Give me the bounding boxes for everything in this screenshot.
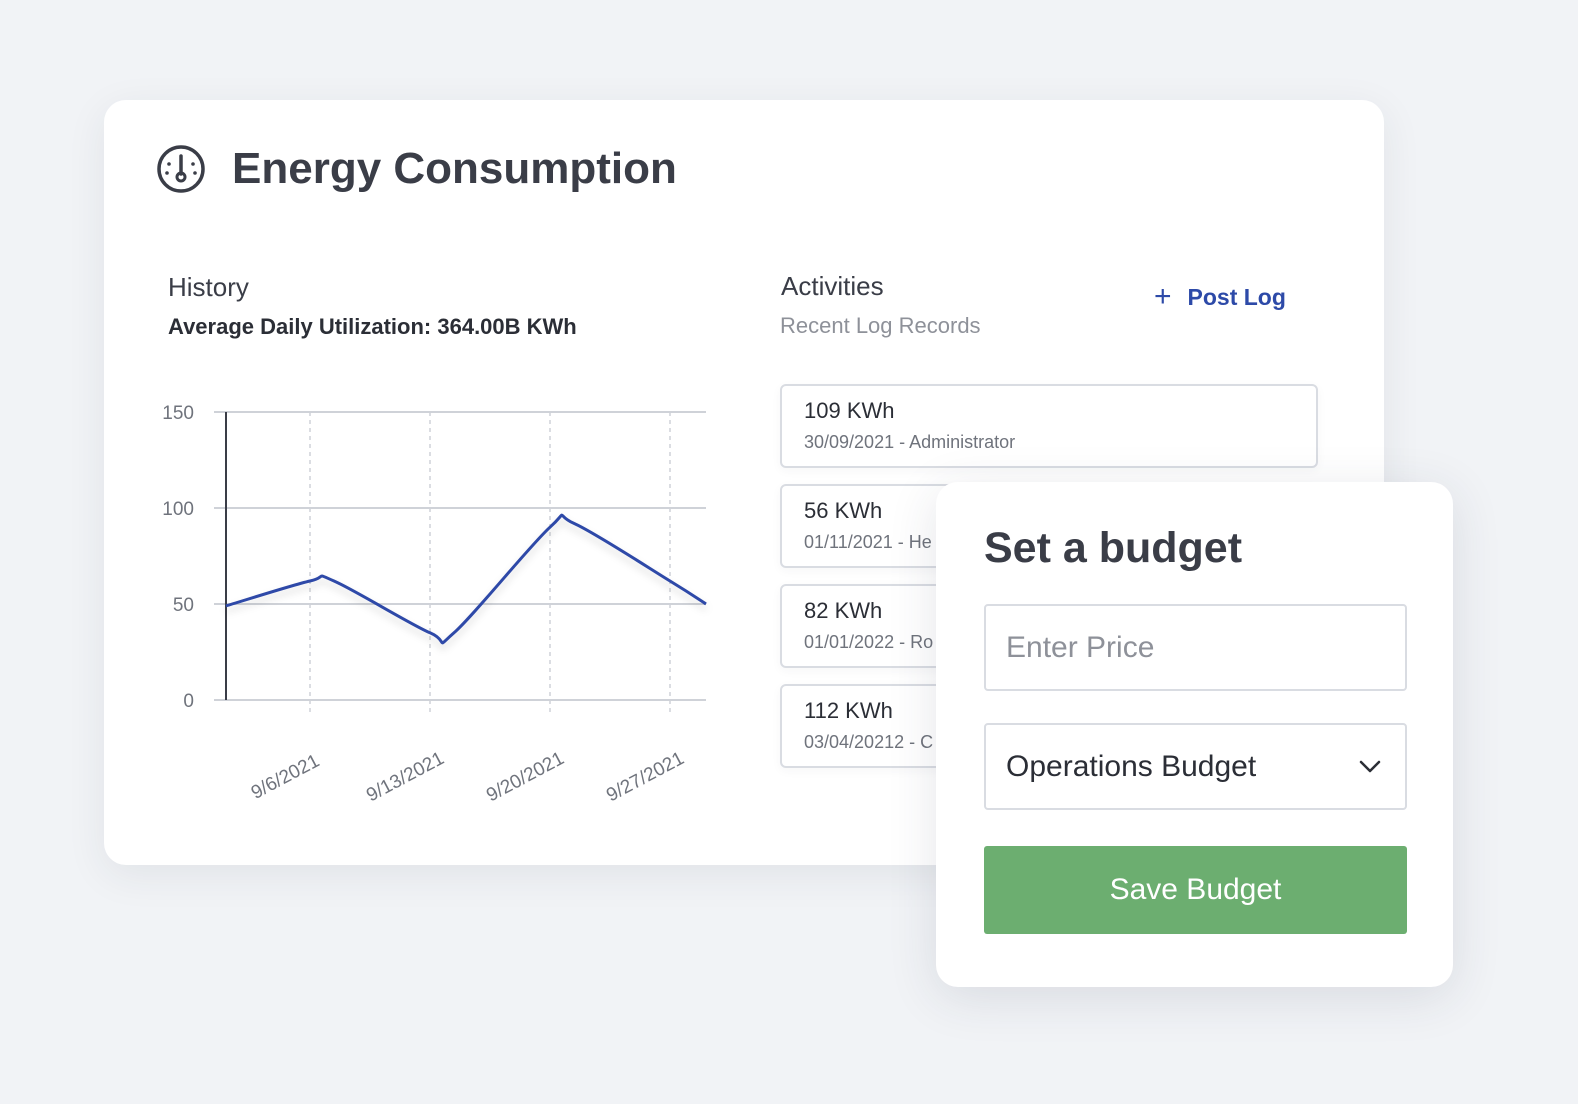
x-tick-label: 9/6/2021: [248, 751, 323, 804]
budget-title: Set a budget: [984, 524, 1243, 572]
history-title: History: [168, 272, 249, 302]
budget-type-select[interactable]: Operations Budget: [984, 723, 1407, 810]
log-meta: 01/11/2021 - He: [804, 532, 932, 552]
chevron-down-icon: [1359, 760, 1381, 772]
x-tick-label: 9/20/2021: [483, 748, 567, 806]
activities-title: Activities: [781, 271, 884, 301]
price-input[interactable]: [984, 604, 1407, 691]
y-tick-label: 50: [173, 595, 194, 616]
post-log-label: Post Log: [1187, 283, 1286, 310]
page-title: Energy Consumption: [232, 144, 677, 193]
x-tick-label: 9/27/2021: [603, 748, 687, 806]
log-meta: 03/04/20212 - C: [804, 732, 934, 752]
log-value: 112 KWh: [804, 698, 893, 723]
budget-type-value: Operations Budget: [1006, 749, 1257, 783]
log-meta: 30/09/2021 - Administrator: [804, 432, 1016, 452]
plus-icon: +: [1154, 280, 1172, 313]
log-value: 82 KWh: [804, 598, 883, 623]
set-budget-card: Set a budget Operations Budget Save Budg…: [936, 482, 1453, 987]
log-record[interactable]: 109 KWh 30/09/2021 - Administrator: [780, 384, 1318, 468]
y-tick-label: 0: [183, 691, 194, 712]
activities-subtitle: Recent Log Records: [780, 313, 981, 338]
log-value: 56 KWh: [804, 498, 883, 523]
log-value: 109 KWh: [804, 398, 895, 423]
x-tick-label: 9/13/2021: [363, 748, 447, 806]
y-tick-label: 100: [162, 499, 194, 520]
log-meta: 01/01/2022 - Ro: [804, 632, 934, 652]
average-utilization: Average Daily Utilization: 364.00B KWh: [168, 314, 577, 339]
post-log-button[interactable]: + Post Log: [1154, 282, 1286, 312]
gauge-icon: [157, 145, 205, 193]
save-budget-button[interactable]: Save Budget: [984, 846, 1407, 934]
series-line: [225, 513, 707, 645]
y-tick-label: 150: [162, 403, 194, 424]
history-line-chart: 150 100 50 0 9/6/2021 9/13/2021 9/20/2021 9/27/…: [162, 403, 707, 806]
